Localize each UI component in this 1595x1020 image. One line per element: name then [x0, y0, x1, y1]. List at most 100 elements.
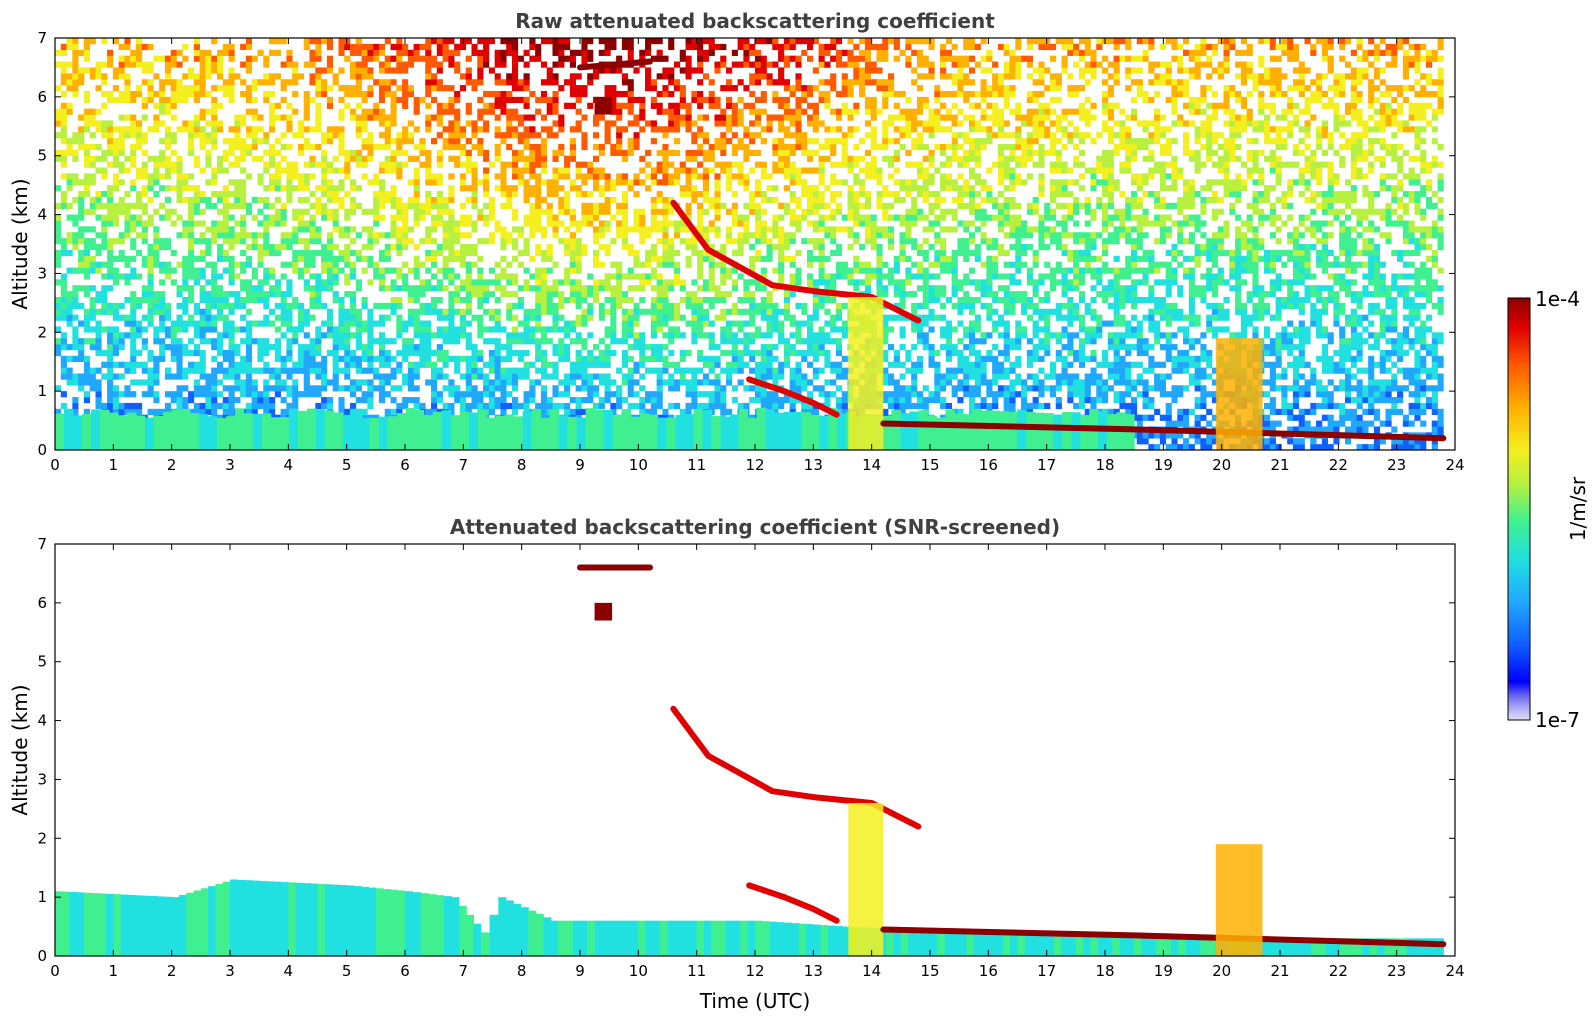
heatmap-cell	[89, 120, 96, 127]
heatmap-cell	[668, 385, 675, 392]
heatmap-cell	[78, 226, 85, 233]
heatmap-cell	[673, 138, 681, 145]
heatmap-cell	[361, 355, 368, 363]
heatmap-cell	[436, 85, 443, 92]
heatmap-cell	[124, 279, 131, 286]
heatmap-cell	[546, 361, 553, 368]
heatmap-cell	[668, 43, 675, 51]
heatmap-cell	[124, 408, 131, 415]
heatmap-cell	[216, 291, 224, 298]
heatmap-cell	[673, 226, 681, 233]
heatmap-cell	[488, 196, 495, 204]
heatmap-cell	[361, 138, 368, 145]
heatmap-cell	[280, 273, 287, 280]
heatmap-cell	[656, 226, 663, 233]
heatmap-cell	[488, 367, 495, 374]
heatmap-cell	[436, 173, 443, 180]
heatmap-cell	[506, 79, 513, 86]
heatmap-cell	[616, 226, 623, 233]
heatmap-cell	[436, 244, 443, 251]
heatmap-cell	[483, 155, 490, 162]
heatmap-cell	[523, 349, 530, 357]
heatmap-cell	[315, 302, 322, 310]
heatmap-cell	[697, 173, 704, 180]
heatmap-cell	[500, 367, 507, 374]
heatmap-cell	[431, 55, 438, 62]
heatmap-cell	[604, 173, 611, 180]
heatmap-cell	[511, 208, 519, 215]
heatmap-cell	[494, 402, 501, 410]
heatmap-cell	[726, 320, 733, 327]
heatmap-cell	[500, 291, 507, 298]
heatmap-cell	[575, 161, 582, 168]
heatmap-cell	[240, 232, 247, 239]
heatmap-cell	[141, 185, 148, 192]
heatmap-cell	[350, 355, 357, 363]
heatmap-cell	[315, 202, 322, 209]
heatmap-cell	[436, 132, 443, 139]
heatmap-cell	[355, 38, 362, 45]
heatmap-cell	[55, 296, 62, 304]
heatmap-cell	[471, 49, 478, 56]
heatmap-cell	[685, 61, 692, 68]
heatmap-cell	[147, 308, 154, 315]
heatmap-cell	[454, 385, 461, 392]
heatmap-cell	[749, 320, 756, 327]
heatmap-cell	[378, 108, 386, 115]
heatmap-cell	[216, 255, 224, 262]
heatmap-cell	[257, 114, 264, 121]
heatmap-cell	[245, 349, 253, 357]
heatmap-cell	[656, 102, 663, 109]
heatmap-cell	[436, 249, 443, 257]
heatmap-cell	[297, 185, 305, 192]
heatmap-cell	[234, 232, 241, 239]
heatmap-cell	[95, 196, 102, 204]
heatmap-cell	[164, 391, 172, 398]
heatmap-cell	[245, 96, 253, 104]
heatmap-cell	[199, 108, 206, 115]
heatmap-cell	[523, 279, 530, 286]
heatmap-cell	[309, 173, 316, 180]
heatmap-cell	[506, 43, 513, 51]
heatmap-cell	[107, 397, 114, 404]
heatmap-cell	[321, 302, 328, 310]
heatmap-cell	[419, 361, 426, 368]
heatmap-cell	[448, 267, 455, 274]
heatmap-cell	[274, 173, 281, 180]
heatmap-cell	[425, 73, 432, 80]
heatmap-cell	[592, 238, 600, 245]
heatmap-cell	[159, 102, 166, 109]
heatmap-cell	[442, 314, 449, 321]
heatmap-cell	[176, 355, 183, 363]
heatmap-cell	[350, 208, 357, 215]
heatmap-cell	[326, 55, 334, 62]
heatmap-cell	[662, 408, 669, 415]
heatmap-cell	[413, 367, 420, 374]
heatmap-cell	[598, 373, 605, 380]
heatmap-cell	[448, 120, 455, 127]
heatmap-cell	[471, 367, 478, 374]
heatmap-cell	[402, 67, 409, 74]
heatmap-cell	[402, 238, 409, 245]
heatmap-cell	[153, 179, 160, 186]
heatmap-cell	[529, 161, 536, 168]
heatmap-cell	[205, 49, 212, 56]
heatmap-cell	[95, 326, 102, 333]
heatmap-cell	[338, 367, 345, 374]
heatmap-cell	[141, 285, 148, 292]
heatmap-cell	[147, 61, 154, 68]
heatmap-cell	[465, 232, 472, 239]
heatmap-cell	[182, 173, 189, 180]
heatmap-cell	[726, 120, 733, 127]
heatmap-cell	[575, 108, 582, 115]
heatmap-cell	[691, 402, 698, 410]
heatmap-cell	[89, 302, 96, 310]
heatmap-cell	[303, 61, 310, 68]
heatmap-cell	[55, 108, 62, 115]
heatmap-cell	[211, 232, 218, 239]
heatmap-cell	[286, 349, 293, 357]
heatmap-cell	[170, 320, 177, 327]
heatmap-cell	[107, 214, 114, 221]
heatmap-cell	[216, 102, 224, 109]
heatmap-cell	[656, 291, 663, 298]
